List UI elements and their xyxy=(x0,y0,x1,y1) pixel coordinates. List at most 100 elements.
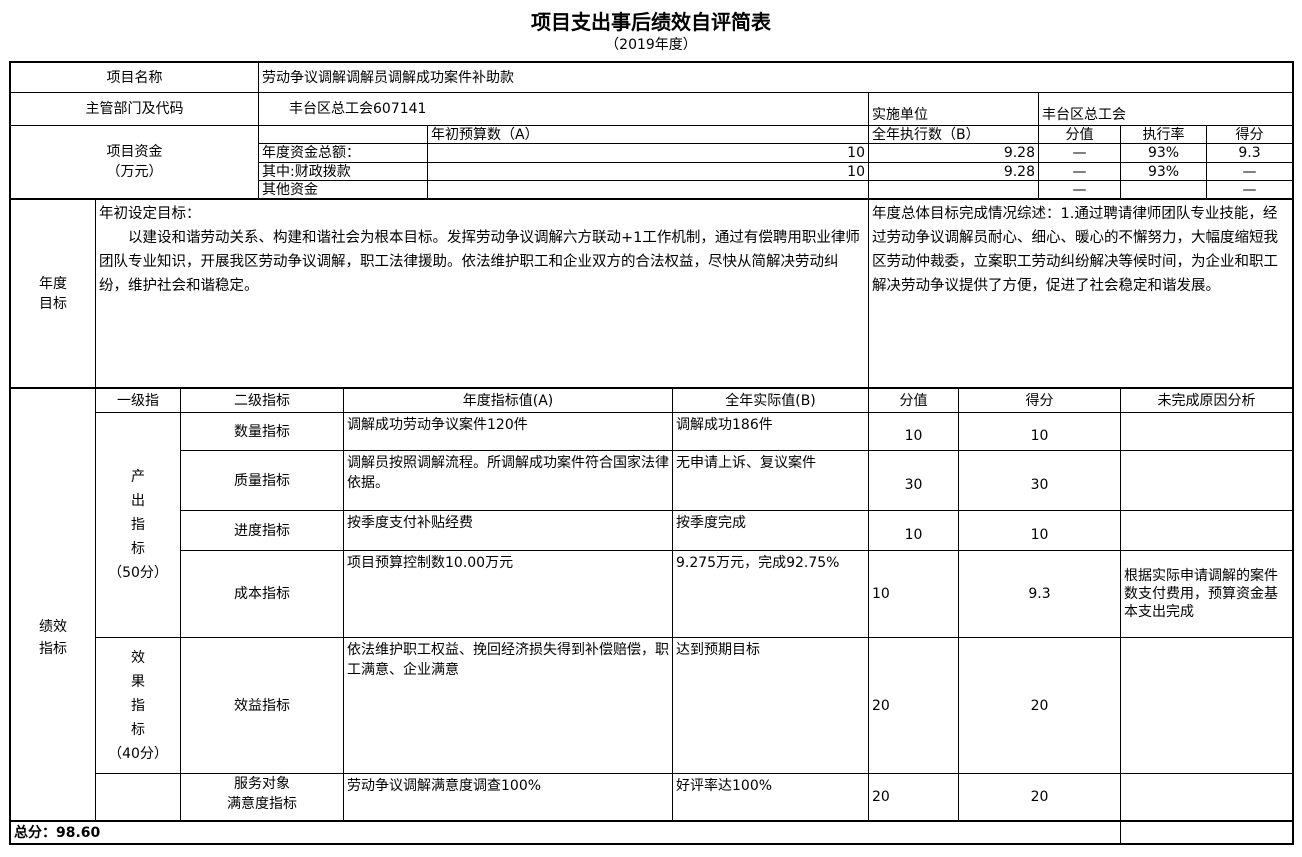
indicator-target: 按季度支付补贴经费 xyxy=(343,510,673,551)
funds-label-line: 项目资金 xyxy=(106,144,163,160)
funds-cell-budget xyxy=(427,180,869,199)
indicator-name: 服务对象 满意度指标 xyxy=(180,773,344,821)
indicator-header-0: 一级指 xyxy=(95,387,181,413)
impl-label: 实施单位 xyxy=(868,92,1039,126)
goals-set-text: 以建设和谐劳动关系、构建和谐社会为根本目标。发挥劳动争议调解六方联动+1工作机制… xyxy=(99,230,860,294)
indicator-score: 30 xyxy=(958,450,1121,511)
funds-cell-budget: 10 xyxy=(427,162,869,181)
indicator-weight: 20 xyxy=(868,637,959,774)
group-effect: 效果指标 （40分） xyxy=(95,637,181,774)
indicator-score: 10 xyxy=(958,412,1121,451)
funds-label-unit: （万元） xyxy=(106,164,163,180)
dept-value: 丰台区总工会607141 xyxy=(258,92,869,126)
goals-set: 年初设定目标： 以建设和谐劳动关系、构建和谐社会为根本目标。发挥劳动争议调解六方… xyxy=(95,198,869,388)
indicator-actual: 好评率达100% xyxy=(672,773,869,821)
indicator-target: 依法维护职工权益、挽回经济损失得到补偿赔偿，职工满意、企业满意 xyxy=(343,637,673,774)
funds-header-blank xyxy=(258,125,428,144)
indicator-name-line: 服务对象 xyxy=(234,776,290,792)
indicator-actual: 按季度完成 xyxy=(672,510,869,551)
funds-cell-executed: 9.28 xyxy=(868,143,1039,163)
indicator-target: 调解员按照调解流程。所调解成功案件符合国家法律依据。 xyxy=(343,450,673,511)
funds-cell-label: 其中:财政拨款 xyxy=(258,162,428,181)
indicator-header-5: 得分 xyxy=(958,387,1121,413)
group-label-char: 标 xyxy=(131,541,145,557)
funds-header-score: 得分 xyxy=(1206,125,1293,144)
indicator-actual: 达到预期目标 xyxy=(672,637,869,774)
indicator-reason xyxy=(1120,510,1293,551)
indicator-target: 调解成功劳动争议案件120件 xyxy=(343,412,673,451)
group-label-char: 出 xyxy=(131,493,145,509)
funds-header-rate: 执行率 xyxy=(1120,125,1207,144)
funds-cell-rate: 93% xyxy=(1120,162,1207,181)
indicators-label-line2: 指标 xyxy=(39,641,67,657)
indicator-reason xyxy=(1120,637,1293,774)
funds-cell-score: — xyxy=(1206,162,1293,181)
funds-cell-score: — xyxy=(1206,180,1293,199)
indicator-header-1: 二级指标 xyxy=(180,387,344,413)
indicator-reason xyxy=(1120,773,1293,821)
page-title: 项目支出事后绩效自评简表 xyxy=(531,10,771,34)
funds-cell-executed: 9.28 xyxy=(868,162,1039,181)
indicator-reason: 根据实际申请调解的案件数支付费用，预算资金基本支出完成 xyxy=(1120,550,1293,638)
indicators-label: 绩效 指标 xyxy=(10,387,96,821)
dept-label: 主管部门及代码 xyxy=(10,92,259,126)
indicator-weight: 10 xyxy=(868,510,959,551)
funds-cell-executed xyxy=(868,180,1039,199)
group-label-char: 指 xyxy=(131,697,145,714)
total-blank xyxy=(1120,820,1293,844)
indicator-name: 数量指标 xyxy=(180,412,344,451)
indicator-header-3: 全年实际值(B) xyxy=(672,387,869,413)
funds-header-b: 全年执行数（B） xyxy=(868,125,1039,144)
indicator-header-2: 年度指标值(A) xyxy=(343,387,673,413)
funds-header-a: 年初预算数（A） xyxy=(427,125,869,144)
funds-cell-weight: — xyxy=(1038,162,1121,181)
goals-set-title: 年初设定目标： xyxy=(99,206,201,222)
funds-cell-rate xyxy=(1120,180,1207,199)
total-score: 总分：98.60 xyxy=(10,820,1121,844)
group-label-char: 果 xyxy=(131,673,145,690)
indicator-weight: 10 xyxy=(868,550,959,638)
indicator-name-line: 满意度指标 xyxy=(227,796,297,812)
group-label-char: （40分） xyxy=(108,745,168,762)
indicator-score: 20 xyxy=(958,637,1121,774)
funds-cell-label: 年度资金总额： xyxy=(258,143,428,163)
project-name-value: 劳动争议调解调解员调解成功案件补助款 xyxy=(258,62,1293,93)
indicators-label-line1: 绩效 xyxy=(39,619,67,635)
project-name-label: 项目名称 xyxy=(10,62,259,93)
indicator-score: 9.3 xyxy=(958,550,1121,638)
funds-cell-rate: 93% xyxy=(1120,143,1207,163)
goals-label-line2: 目标 xyxy=(39,295,67,312)
indicator-name: 质量指标 xyxy=(180,450,344,511)
indicator-name: 成本指标 xyxy=(180,550,344,638)
indicator-target: 劳动争议调解满意度调查100% xyxy=(343,773,673,821)
group-label-char: 效 xyxy=(131,649,145,666)
indicator-target: 项目预算控制数10.00万元 xyxy=(343,550,673,638)
indicator-header-4: 分值 xyxy=(868,387,959,413)
funds-cell-weight: — xyxy=(1038,143,1121,163)
funds-cell-score: 9.3 xyxy=(1206,143,1293,163)
funds-header-weight: 分值 xyxy=(1038,125,1121,144)
indicator-score: 10 xyxy=(958,510,1121,551)
goals-label: 年度 目标 xyxy=(10,198,96,388)
group-label-char: 产 xyxy=(131,469,145,485)
indicator-score: 20 xyxy=(958,773,1121,821)
indicator-name: 进度指标 xyxy=(180,510,344,551)
indicator-header-6: 未完成原因分析 xyxy=(1120,387,1293,413)
indicator-reason xyxy=(1120,450,1293,511)
goals-summary: 年度总体目标完成情况综述：1.通过聘请律师团队专业技能，经过劳动争议调解员耐心、… xyxy=(868,198,1293,388)
funds-cell-label: 其他资金 xyxy=(258,180,428,199)
page-subtitle: （2019年度） xyxy=(605,37,697,53)
group-label-char: （50分） xyxy=(108,565,168,581)
indicator-actual: 9.275万元，完成92.75% xyxy=(672,550,869,638)
indicator-weight: 30 xyxy=(868,450,959,511)
goals-label-line1: 年度 xyxy=(39,275,67,292)
impl-value: 丰台区总工会 xyxy=(1038,92,1293,126)
funds-label: 项目资金 （万元） xyxy=(10,125,259,199)
group-label-char: 标 xyxy=(131,721,145,738)
indicator-weight: 10 xyxy=(868,412,959,451)
funds-cell-weight: — xyxy=(1038,180,1121,199)
group-output: 产出指标 （50分） xyxy=(95,412,181,638)
indicator-weight: 20 xyxy=(868,773,959,821)
indicator-reason xyxy=(1120,412,1293,451)
group-blank xyxy=(95,773,181,821)
